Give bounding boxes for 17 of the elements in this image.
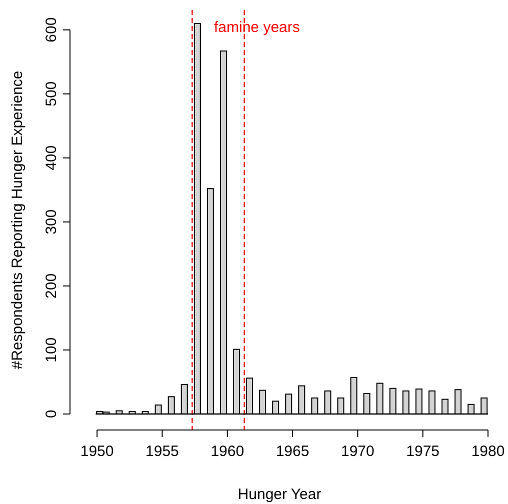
y-tick-label: 300 (43, 209, 60, 234)
x-tick-label: 1975 (406, 443, 440, 460)
y-tick-label: 600 (43, 17, 60, 42)
y-tick-label: 400 (43, 145, 60, 170)
y-tick-label: 200 (43, 273, 60, 298)
x-tick-label: 1970 (341, 443, 374, 460)
x-tick-label: 1950 (80, 443, 114, 460)
y-tick-label: 0 (43, 410, 60, 418)
y-tick-label: 100 (43, 337, 60, 362)
y-axis-title: #Respondents Reporting Hunger Experience (9, 70, 26, 370)
x-tick-label: 1980 (471, 443, 505, 460)
y-tick-label: 500 (43, 81, 60, 106)
x-tick-label: 1955 (146, 443, 179, 460)
x-tick-label: 1965 (276, 443, 310, 460)
annotation: famine years (214, 19, 300, 36)
x-tick-label: 1960 (210, 443, 244, 460)
x-axis-title: Hunger Year (238, 486, 322, 503)
